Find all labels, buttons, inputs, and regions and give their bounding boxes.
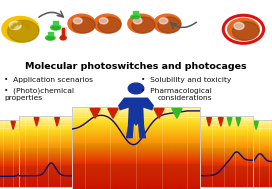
- Ellipse shape: [47, 37, 54, 40]
- Bar: [133, 11, 138, 16]
- Text: •  (Photo)chemical
properties: • (Photo)chemical properties: [4, 88, 74, 101]
- Circle shape: [132, 17, 155, 33]
- Ellipse shape: [51, 25, 61, 30]
- Circle shape: [72, 17, 95, 33]
- Circle shape: [228, 18, 259, 40]
- Circle shape: [27, 27, 30, 29]
- Circle shape: [60, 36, 66, 40]
- Circle shape: [68, 14, 95, 33]
- Ellipse shape: [52, 26, 60, 29]
- Circle shape: [232, 22, 259, 40]
- Bar: [53, 21, 58, 26]
- Circle shape: [234, 22, 244, 29]
- Circle shape: [128, 83, 144, 94]
- Circle shape: [2, 16, 39, 42]
- Bar: [61, 27, 66, 38]
- Text: Molecular photoswitches and photocages: Molecular photoswitches and photocages: [25, 62, 247, 71]
- Text: •  Pharmacological
considerations: • Pharmacological considerations: [141, 88, 212, 101]
- Circle shape: [21, 23, 25, 25]
- Ellipse shape: [46, 35, 55, 40]
- Bar: [48, 32, 53, 37]
- Circle shape: [99, 18, 108, 24]
- Circle shape: [17, 22, 20, 25]
- Circle shape: [73, 18, 82, 24]
- Circle shape: [94, 14, 121, 33]
- Ellipse shape: [131, 15, 140, 19]
- Circle shape: [9, 21, 21, 29]
- Circle shape: [158, 17, 181, 33]
- Circle shape: [159, 18, 168, 24]
- Circle shape: [7, 20, 39, 42]
- Circle shape: [154, 14, 181, 33]
- Circle shape: [13, 24, 17, 26]
- Ellipse shape: [132, 16, 139, 19]
- Circle shape: [25, 24, 28, 27]
- Text: •  Solubility and toxicity: • Solubility and toxicity: [141, 77, 232, 84]
- Circle shape: [133, 18, 142, 24]
- Text: •  Application scenarios: • Application scenarios: [4, 77, 93, 84]
- Circle shape: [98, 17, 121, 33]
- Circle shape: [128, 14, 155, 33]
- Bar: [62, 28, 64, 37]
- Circle shape: [11, 26, 14, 29]
- PathPatch shape: [118, 98, 154, 138]
